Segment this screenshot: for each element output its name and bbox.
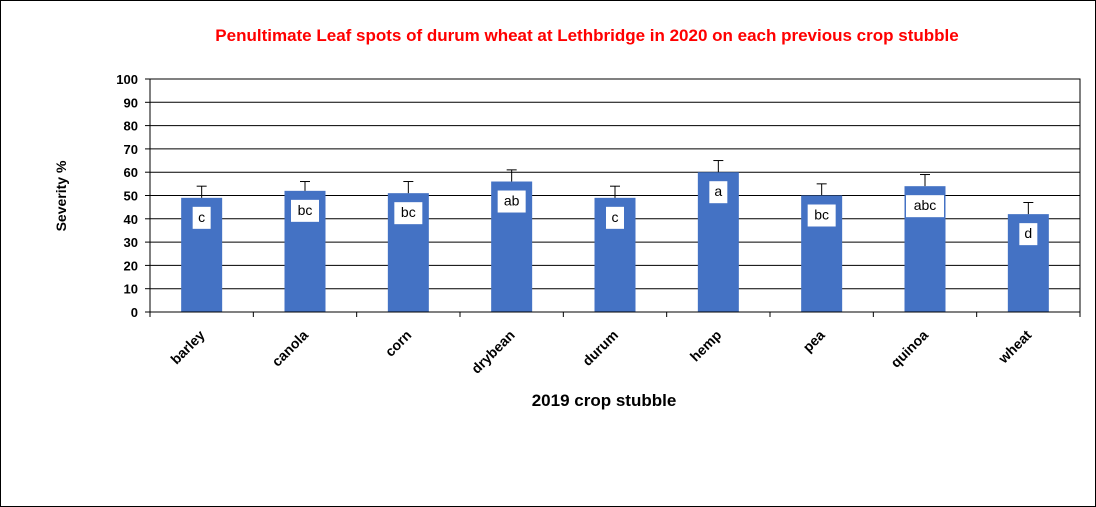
- y-tick-label: 60: [124, 165, 138, 180]
- x-tick-label: hemp: [687, 327, 725, 365]
- y-tick-label: 40: [124, 212, 138, 227]
- y-tick-label: 20: [124, 258, 138, 273]
- significance-label: c: [612, 209, 619, 225]
- x-tick-label: durum: [579, 327, 621, 369]
- y-tick-label: 10: [124, 282, 138, 297]
- significance-label: bc: [814, 207, 829, 223]
- x-tick-label: corn: [382, 327, 415, 360]
- significance-label-box: [192, 206, 211, 229]
- x-tick-label: canola: [268, 327, 311, 370]
- axes: [145, 78, 1081, 317]
- y-tick-label: 30: [124, 235, 138, 250]
- x-tick-label: pea: [799, 327, 828, 356]
- significance-label: a: [714, 183, 722, 199]
- y-tick-labels: 0 10 20 30 40 50 60 70 80 90 100: [116, 72, 138, 320]
- significance-label-box: [497, 190, 526, 213]
- x-tick-label: quinoa: [887, 327, 931, 371]
- significance-label-box: [906, 195, 944, 218]
- y-axis-title: Severity %: [53, 160, 69, 231]
- significance-label: ab: [504, 193, 520, 209]
- chart-title: Penultimate Leaf spots of durum wheat at…: [215, 26, 959, 45]
- significance-label-box: [1019, 223, 1038, 246]
- y-tick-label: 80: [124, 119, 138, 134]
- significance-label: abc: [914, 197, 937, 213]
- y-tick-label: 70: [124, 142, 138, 157]
- y-tick-label: 100: [116, 72, 138, 87]
- y-tick-label: 0: [131, 305, 138, 320]
- significance-label: bc: [401, 204, 416, 220]
- significance-label-box: [606, 206, 624, 229]
- significance-label-box: [291, 199, 319, 222]
- significance-label-box: [394, 202, 423, 225]
- significance-label: c: [198, 209, 205, 225]
- y-tick-label: 50: [124, 189, 138, 204]
- significance-label: d: [1024, 225, 1032, 241]
- significance-label-box: [709, 181, 728, 204]
- plot-area-border: [149, 78, 1081, 313]
- significance-label: bc: [298, 202, 313, 218]
- y-tick-label: 90: [124, 95, 138, 110]
- x-tick-label: drybean: [468, 327, 518, 377]
- x-tick-labels: barley canola corn drybean durum hemp pea quino…: [167, 327, 1034, 377]
- significance-label-box: [807, 204, 836, 227]
- x-axis-title: 2019 crop stubble: [532, 391, 677, 410]
- x-tick-label: barley: [167, 327, 208, 368]
- x-tick-label: wheat: [994, 327, 1034, 367]
